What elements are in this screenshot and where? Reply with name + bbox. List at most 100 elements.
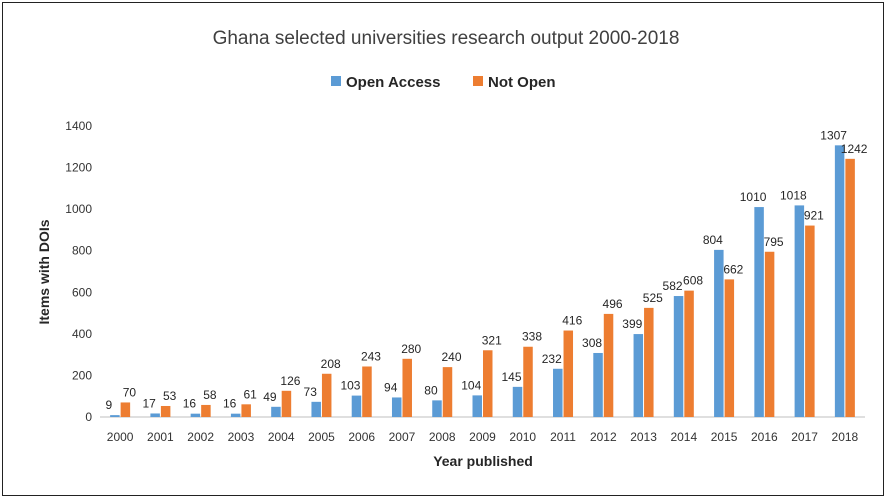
bar-not-open [523, 346, 533, 417]
data-label-open-access: 308 [582, 336, 602, 350]
y-tick-label: 200 [72, 368, 92, 382]
x-tick-label: 2003 [228, 430, 255, 444]
x-tick-label: 2012 [590, 430, 617, 444]
y-tick-label: 1000 [65, 202, 92, 216]
data-label-open-access: 399 [622, 317, 642, 331]
data-label-open-access: 49 [263, 390, 277, 404]
data-label-not-open: 662 [723, 262, 743, 276]
data-label-open-access: 145 [501, 370, 521, 384]
bar-open-access [230, 413, 241, 417]
bar-not-open [160, 405, 171, 417]
x-tick-label: 2001 [147, 430, 174, 444]
bars [110, 145, 855, 417]
bar-open-access [110, 415, 120, 417]
data-label-open-access: 94 [384, 380, 398, 394]
data-label-open-access: 804 [703, 233, 723, 247]
data-label-not-open: 58 [203, 388, 217, 402]
x-tick-label: 2010 [509, 430, 536, 444]
data-label-not-open: 280 [401, 342, 421, 356]
x-tick-label: 2018 [832, 430, 859, 444]
x-tick-label: 2007 [389, 430, 416, 444]
bar-open-access [834, 145, 845, 417]
bar-open-access [311, 401, 321, 417]
bar-not-open [321, 373, 332, 417]
y-axis-ticks: 0 200 400 600 800 1000 1200 1400 [65, 119, 92, 424]
y-tick-label: 400 [72, 327, 92, 341]
data-label-open-access: 1010 [740, 190, 767, 204]
data-label-open-access: 9 [106, 398, 113, 412]
legend-label-not-open: Not Open [488, 74, 556, 91]
bar-not-open [120, 402, 131, 417]
y-tick-label: 600 [72, 285, 92, 299]
bar-not-open [201, 404, 211, 417]
x-tick-label: 2016 [751, 430, 778, 444]
data-label-open-access: 16 [183, 397, 197, 411]
data-label-not-open: 321 [482, 333, 502, 347]
x-tick-label: 2005 [308, 430, 335, 444]
data-label-not-open: 208 [321, 357, 341, 371]
bar-not-open [281, 390, 292, 417]
legend-swatch-open-access [331, 76, 341, 86]
bar-not-open [402, 358, 412, 417]
data-label-open-access: 80 [424, 383, 438, 397]
bar-not-open [724, 279, 735, 417]
bar-not-open [603, 313, 614, 417]
y-tick-label: 1400 [65, 119, 92, 133]
data-label-open-access: 16 [223, 397, 237, 411]
data-label-not-open: 126 [280, 374, 300, 388]
bar-open-access [190, 413, 201, 417]
data-label-open-access: 104 [461, 378, 481, 392]
bar-open-access [150, 413, 160, 417]
x-tick-label: 2015 [711, 430, 738, 444]
x-tick-label: 2017 [791, 430, 818, 444]
bar-open-access [271, 406, 281, 417]
bar-open-access [351, 395, 362, 417]
bar-not-open [644, 307, 654, 417]
data-label-not-open: 53 [163, 389, 177, 403]
bar-open-access [391, 397, 402, 417]
bar-not-open [764, 251, 775, 417]
bar-open-access [633, 334, 644, 417]
data-label-not-open: 1242 [841, 142, 868, 156]
bar-open-access [512, 386, 523, 417]
data-label-not-open: 240 [441, 350, 461, 364]
data-label-open-access: 582 [663, 279, 683, 293]
bar-not-open [684, 290, 694, 417]
bar-open-access [472, 395, 482, 417]
data-label-not-open: 416 [562, 314, 582, 328]
bar-open-access [673, 296, 684, 417]
bar-open-access [714, 249, 724, 417]
data-label-not-open: 243 [361, 349, 381, 363]
x-axis-ticks: 2000 2001 2002 2003 2004 2005 2006 2007 2008 2009… [107, 430, 859, 444]
y-axis-title: Items with DOIs [36, 219, 52, 324]
bar-not-open [563, 330, 574, 417]
x-tick-label: 2004 [268, 430, 295, 444]
data-label-open-access: 1307 [820, 128, 847, 142]
x-tick-label: 2008 [429, 430, 456, 444]
data-label-open-access: 1018 [780, 188, 807, 202]
data-labels: 9 17 16 16 49 73 103 94 80 1041452323083995828041… [106, 128, 868, 412]
chart-title: Ghana selected universities research out… [213, 28, 680, 49]
y-tick-label: 1200 [65, 161, 92, 175]
x-tick-label: 2006 [348, 430, 375, 444]
bar-not-open [241, 404, 251, 417]
legend-swatch-not-open [473, 76, 483, 86]
x-tick-label: 2014 [670, 430, 697, 444]
x-tick-label: 2002 [187, 430, 214, 444]
data-label-open-access: 17 [142, 396, 156, 410]
data-label-open-access: 103 [340, 379, 360, 393]
x-tick-label: 2000 [107, 430, 134, 444]
data-label-not-open: 338 [522, 330, 542, 344]
data-label-not-open: 496 [603, 297, 623, 311]
bar-not-open [483, 350, 493, 417]
y-tick-label: 0 [85, 410, 92, 424]
legend: Open Access Not Open [331, 74, 556, 91]
x-axis-title: Year published [433, 453, 533, 469]
y-tick-label: 800 [72, 244, 92, 258]
bar-not-open [805, 225, 815, 417]
bar-not-open [845, 158, 855, 417]
bar-not-open [362, 366, 372, 417]
bar-open-access [553, 368, 563, 417]
bar-open-access [432, 400, 442, 417]
